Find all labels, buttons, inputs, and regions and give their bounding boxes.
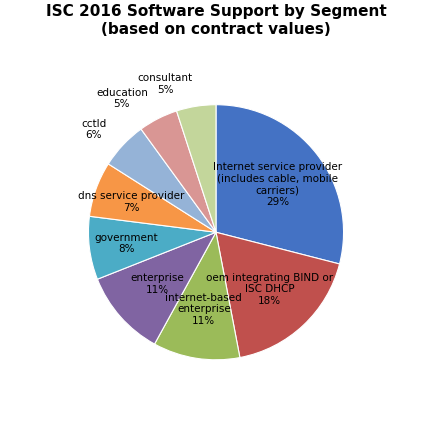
Wedge shape <box>89 164 216 232</box>
Text: dns service provider
7%: dns service provider 7% <box>78 191 184 212</box>
Text: government
8%: government 8% <box>95 233 159 254</box>
Wedge shape <box>89 216 216 279</box>
Text: cctld
6%: cctld 6% <box>81 119 107 140</box>
Wedge shape <box>177 105 216 232</box>
Wedge shape <box>216 232 340 357</box>
Wedge shape <box>97 232 216 344</box>
Text: enterprise
11%: enterprise 11% <box>130 273 184 295</box>
Wedge shape <box>141 111 216 232</box>
Wedge shape <box>155 232 240 360</box>
Wedge shape <box>216 105 343 264</box>
Text: Internet service provider
(includes cable, mobile
carriers)
29%: Internet service provider (includes cabl… <box>213 162 342 207</box>
Title: ISC 2016 Software Support by Segment
(based on contract values): ISC 2016 Software Support by Segment (ba… <box>46 4 386 36</box>
Wedge shape <box>108 129 216 232</box>
Text: education
5%: education 5% <box>96 88 148 109</box>
Text: internet-based
enterprise
11%: internet-based enterprise 11% <box>165 293 242 326</box>
Text: oem integrating BIND or
ISC DHCP
18%: oem integrating BIND or ISC DHCP 18% <box>206 273 333 306</box>
Text: consultant
5%: consultant 5% <box>137 73 193 95</box>
